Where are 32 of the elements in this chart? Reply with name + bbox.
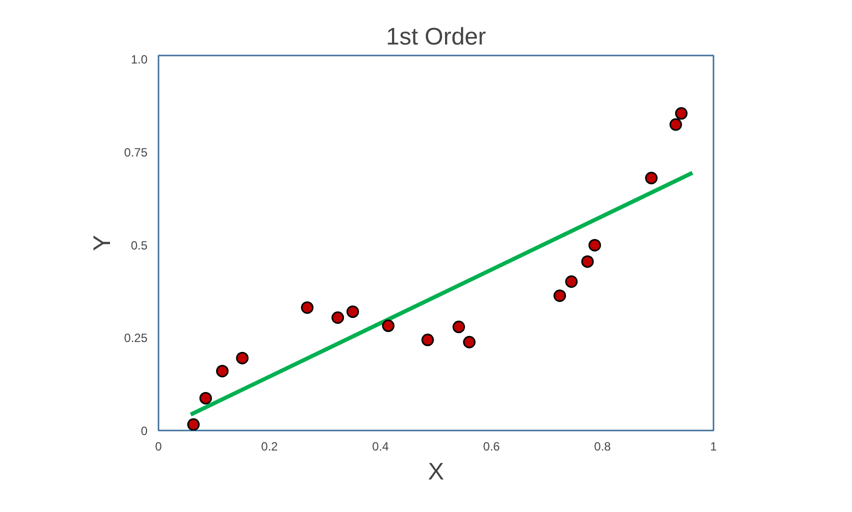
point bbox=[346, 305, 359, 318]
point bbox=[645, 172, 658, 184]
y-tick-label: 0.25 bbox=[124, 331, 148, 346]
point bbox=[236, 352, 249, 364]
point bbox=[565, 275, 578, 288]
chart-title: 1st Order bbox=[386, 24, 486, 50]
point bbox=[332, 311, 344, 324]
point bbox=[554, 289, 566, 302]
point bbox=[300, 301, 314, 314]
x-axis-title: X bbox=[428, 458, 444, 486]
point bbox=[187, 418, 200, 430]
y-tick-label: 0.5 bbox=[130, 238, 148, 252]
y-tick-label: 0 bbox=[140, 424, 148, 438]
point bbox=[421, 334, 434, 346]
point bbox=[199, 392, 212, 404]
y-tick-label: 0.75 bbox=[124, 146, 148, 160]
point bbox=[216, 364, 229, 378]
point bbox=[588, 238, 601, 252]
point bbox=[675, 107, 688, 120]
x-tick-label: 0 bbox=[155, 440, 162, 454]
point bbox=[452, 320, 466, 334]
x-tick-label: 0.8 bbox=[594, 440, 612, 454]
x-tick-label: 0.2 bbox=[261, 440, 278, 454]
x-tick-label: 0.4 bbox=[372, 440, 390, 454]
point bbox=[581, 255, 594, 268]
y-axis-title: Y bbox=[89, 234, 116, 252]
x-tick-label: 0.6 bbox=[483, 440, 500, 454]
point bbox=[670, 118, 682, 131]
x-tick-label: 1 bbox=[710, 440, 718, 454]
point bbox=[382, 320, 395, 332]
y-tick-label: 1.0 bbox=[130, 52, 148, 67]
point bbox=[463, 336, 476, 348]
